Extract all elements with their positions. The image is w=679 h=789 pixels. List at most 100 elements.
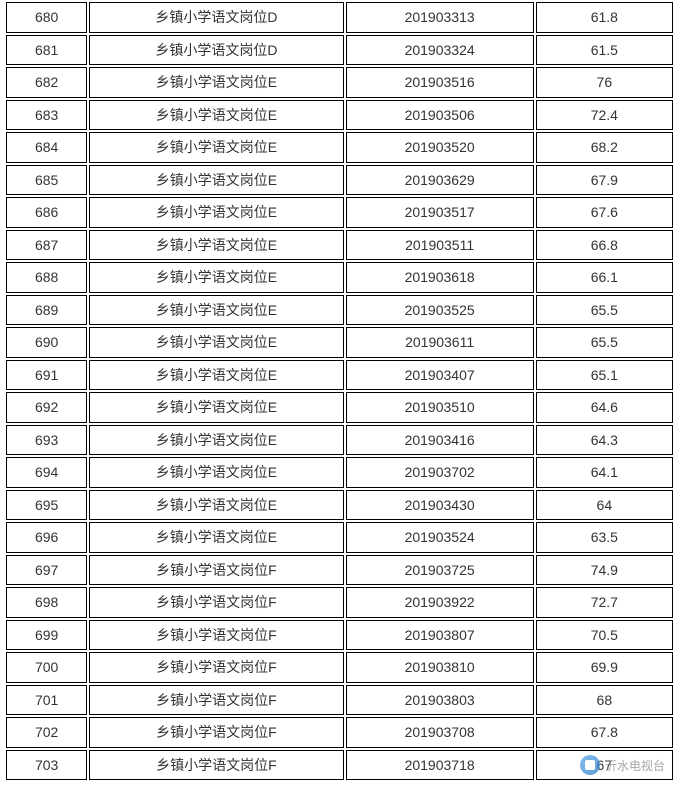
cell-score: 66.8 [536,230,673,261]
table-row: 701乡镇小学语文岗位F20190380368 [6,685,673,716]
cell-score: 66.1 [536,262,673,293]
cell-number: 201903718 [346,750,534,781]
table-row: 702乡镇小学语文岗位F20190370867.8 [6,717,673,748]
cell-id: 698 [6,587,87,618]
cell-number: 201903516 [346,67,534,98]
cell-score: 61.5 [536,35,673,66]
cell-score: 67.6 [536,197,673,228]
cell-position: 乡镇小学语文岗位E [89,522,343,553]
cell-score: 64.3 [536,425,673,456]
table-row: 687乡镇小学语文岗位E20190351166.8 [6,230,673,261]
cell-id: 695 [6,490,87,521]
cell-id: 696 [6,522,87,553]
cell-position: 乡镇小学语文岗位E [89,425,343,456]
cell-id: 681 [6,35,87,66]
cell-score: 68 [536,685,673,716]
table-row: 688乡镇小学语文岗位E20190361866.1 [6,262,673,293]
cell-number: 201903510 [346,392,534,423]
cell-id: 693 [6,425,87,456]
table-row: 683乡镇小学语文岗位E20190350672.4 [6,100,673,131]
cell-number: 201903807 [346,620,534,651]
cell-number: 201903702 [346,457,534,488]
table-row: 694乡镇小学语文岗位E20190370264.1 [6,457,673,488]
cell-position: 乡镇小学语文岗位E [89,100,343,131]
cell-id: 694 [6,457,87,488]
cell-position: 乡镇小学语文岗位E [89,132,343,163]
cell-id: 688 [6,262,87,293]
cell-position: 乡镇小学语文岗位E [89,262,343,293]
cell-number: 201903803 [346,685,534,716]
cell-number: 201903618 [346,262,534,293]
cell-id: 689 [6,295,87,326]
cell-number: 201903520 [346,132,534,163]
cell-position: 乡镇小学语文岗位D [89,2,343,33]
cell-id: 684 [6,132,87,163]
cell-position: 乡镇小学语文岗位F [89,750,343,781]
cell-position: 乡镇小学语文岗位F [89,717,343,748]
cell-id: 701 [6,685,87,716]
cell-id: 700 [6,652,87,683]
watermark-logo-icon [580,755,600,775]
watermark: 沂水电视台 [580,755,665,775]
cell-id: 699 [6,620,87,651]
cell-id: 690 [6,327,87,358]
table-body: 680乡镇小学语文岗位D20190331361.8681乡镇小学语文岗位D201… [6,2,673,780]
cell-position: 乡镇小学语文岗位E [89,457,343,488]
cell-id: 702 [6,717,87,748]
cell-number: 201903506 [346,100,534,131]
cell-number: 201903517 [346,197,534,228]
table-row: 690乡镇小学语文岗位E20190361165.5 [6,327,673,358]
cell-score: 68.2 [536,132,673,163]
cell-score: 70.5 [536,620,673,651]
cell-position: 乡镇小学语文岗位E [89,197,343,228]
cell-id: 680 [6,2,87,33]
cell-number: 201903725 [346,555,534,586]
cell-id: 683 [6,100,87,131]
cell-position: 乡镇小学语文岗位E [89,230,343,261]
cell-id: 685 [6,165,87,196]
cell-position: 乡镇小学语文岗位F [89,652,343,683]
cell-score: 72.7 [536,587,673,618]
cell-score: 67.9 [536,165,673,196]
cell-score: 72.4 [536,100,673,131]
table-row: 696乡镇小学语文岗位E20190352463.5 [6,522,673,553]
cell-position: 乡镇小学语文岗位F [89,620,343,651]
cell-score: 65.1 [536,360,673,391]
cell-number: 201903611 [346,327,534,358]
cell-id: 697 [6,555,87,586]
cell-score: 61.8 [536,2,673,33]
cell-score: 64.6 [536,392,673,423]
cell-number: 201903430 [346,490,534,521]
cell-position: 乡镇小学语文岗位E [89,392,343,423]
cell-number: 201903313 [346,2,534,33]
cell-position: 乡镇小学语文岗位E [89,295,343,326]
cell-score: 65.5 [536,295,673,326]
cell-position: 乡镇小学语文岗位F [89,587,343,618]
table-row: 689乡镇小学语文岗位E20190352565.5 [6,295,673,326]
watermark-text: 沂水电视台 [605,757,665,774]
cell-number: 201903416 [346,425,534,456]
table-row: 681乡镇小学语文岗位D20190332461.5 [6,35,673,66]
cell-number: 201903511 [346,230,534,261]
cell-id: 687 [6,230,87,261]
table-row: 684乡镇小学语文岗位E20190352068.2 [6,132,673,163]
cell-number: 201903524 [346,522,534,553]
cell-id: 686 [6,197,87,228]
table-row: 680乡镇小学语文岗位D20190331361.8 [6,2,673,33]
cell-position: 乡镇小学语文岗位E [89,360,343,391]
cell-position: 乡镇小学语文岗位E [89,490,343,521]
cell-number: 201903407 [346,360,534,391]
cell-position: 乡镇小学语文岗位D [89,35,343,66]
cell-score: 63.5 [536,522,673,553]
cell-number: 201903525 [346,295,534,326]
cell-position: 乡镇小学语文岗位E [89,67,343,98]
cell-id: 703 [6,750,87,781]
table-row: 698乡镇小学语文岗位F20190392272.7 [6,587,673,618]
table-container: 680乡镇小学语文岗位D20190331361.8681乡镇小学语文岗位D201… [0,0,679,782]
cell-score: 64.1 [536,457,673,488]
cell-number: 201903629 [346,165,534,196]
table-row: 691乡镇小学语文岗位E20190340765.1 [6,360,673,391]
cell-score: 69.9 [536,652,673,683]
table-row: 685乡镇小学语文岗位E20190362967.9 [6,165,673,196]
table-row: 703乡镇小学语文岗位F20190371867 [6,750,673,781]
